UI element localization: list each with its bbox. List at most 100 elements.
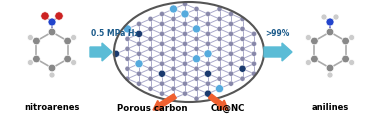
Circle shape (125, 76, 130, 81)
Circle shape (183, 41, 187, 46)
Circle shape (125, 56, 130, 61)
Circle shape (327, 72, 333, 78)
Circle shape (342, 55, 349, 63)
Text: Porous carbon: Porous carbon (117, 104, 187, 113)
Circle shape (183, 51, 187, 56)
Circle shape (215, 85, 223, 93)
Circle shape (204, 50, 212, 58)
Circle shape (160, 11, 164, 16)
Circle shape (206, 41, 211, 46)
Circle shape (217, 16, 222, 21)
Circle shape (48, 64, 56, 72)
Circle shape (217, 46, 222, 51)
Circle shape (194, 36, 199, 41)
Circle shape (217, 6, 222, 12)
Circle shape (204, 70, 212, 77)
FancyArrow shape (153, 94, 177, 110)
Circle shape (125, 26, 130, 31)
Circle shape (171, 26, 176, 31)
Circle shape (206, 91, 211, 96)
Circle shape (148, 36, 153, 41)
Circle shape (228, 41, 234, 46)
Circle shape (206, 11, 211, 16)
Circle shape (171, 86, 176, 91)
Circle shape (333, 14, 339, 20)
Circle shape (148, 66, 153, 71)
Circle shape (240, 56, 245, 61)
Ellipse shape (114, 2, 264, 102)
Circle shape (27, 35, 33, 41)
Circle shape (171, 36, 176, 41)
Circle shape (194, 56, 199, 61)
Circle shape (251, 51, 257, 56)
FancyArrow shape (90, 43, 112, 61)
Circle shape (125, 36, 130, 41)
Circle shape (228, 31, 234, 36)
Circle shape (183, 81, 187, 86)
Circle shape (136, 71, 141, 76)
Circle shape (41, 12, 49, 20)
Circle shape (326, 18, 334, 26)
Circle shape (217, 66, 222, 71)
Circle shape (33, 55, 40, 63)
Text: anilines: anilines (311, 103, 349, 112)
Circle shape (194, 16, 199, 21)
Circle shape (251, 41, 257, 46)
Circle shape (125, 46, 130, 51)
Circle shape (55, 12, 63, 20)
Circle shape (171, 16, 176, 21)
Circle shape (64, 37, 71, 45)
Circle shape (194, 6, 199, 12)
Circle shape (33, 37, 40, 45)
Circle shape (181, 10, 189, 18)
Circle shape (171, 66, 176, 71)
Circle shape (136, 81, 141, 86)
Circle shape (217, 76, 222, 81)
Circle shape (148, 76, 153, 81)
Circle shape (135, 60, 143, 68)
Circle shape (169, 5, 178, 13)
Circle shape (27, 60, 33, 66)
Circle shape (171, 76, 176, 81)
Circle shape (183, 91, 187, 96)
Circle shape (217, 26, 222, 31)
Circle shape (183, 31, 187, 36)
Circle shape (194, 86, 199, 91)
Circle shape (136, 61, 141, 66)
Circle shape (194, 26, 199, 31)
Circle shape (183, 71, 187, 76)
Circle shape (305, 35, 311, 41)
Text: 0.5 MPa H₂: 0.5 MPa H₂ (91, 29, 138, 38)
Circle shape (217, 56, 222, 61)
Circle shape (48, 28, 56, 36)
Circle shape (160, 31, 164, 36)
Circle shape (148, 46, 153, 51)
Text: >99%: >99% (265, 29, 290, 38)
Circle shape (342, 37, 349, 45)
Circle shape (251, 31, 257, 36)
Circle shape (148, 56, 153, 61)
Circle shape (326, 64, 334, 72)
Circle shape (194, 96, 199, 101)
FancyArrow shape (208, 94, 228, 110)
Circle shape (183, 61, 187, 66)
Circle shape (160, 71, 164, 76)
Circle shape (160, 21, 164, 26)
Circle shape (206, 61, 211, 66)
Circle shape (326, 28, 334, 36)
Circle shape (192, 25, 200, 33)
Circle shape (228, 71, 234, 76)
Circle shape (113, 50, 119, 57)
Circle shape (240, 16, 245, 21)
Circle shape (349, 35, 355, 41)
Circle shape (206, 71, 211, 76)
Circle shape (124, 25, 132, 33)
FancyArrow shape (264, 43, 292, 61)
Circle shape (251, 71, 257, 76)
Circle shape (71, 35, 77, 41)
Circle shape (228, 61, 234, 66)
Circle shape (240, 66, 245, 71)
Circle shape (228, 21, 234, 26)
Circle shape (183, 2, 187, 6)
Text: nitroarenes: nitroarenes (24, 103, 80, 112)
